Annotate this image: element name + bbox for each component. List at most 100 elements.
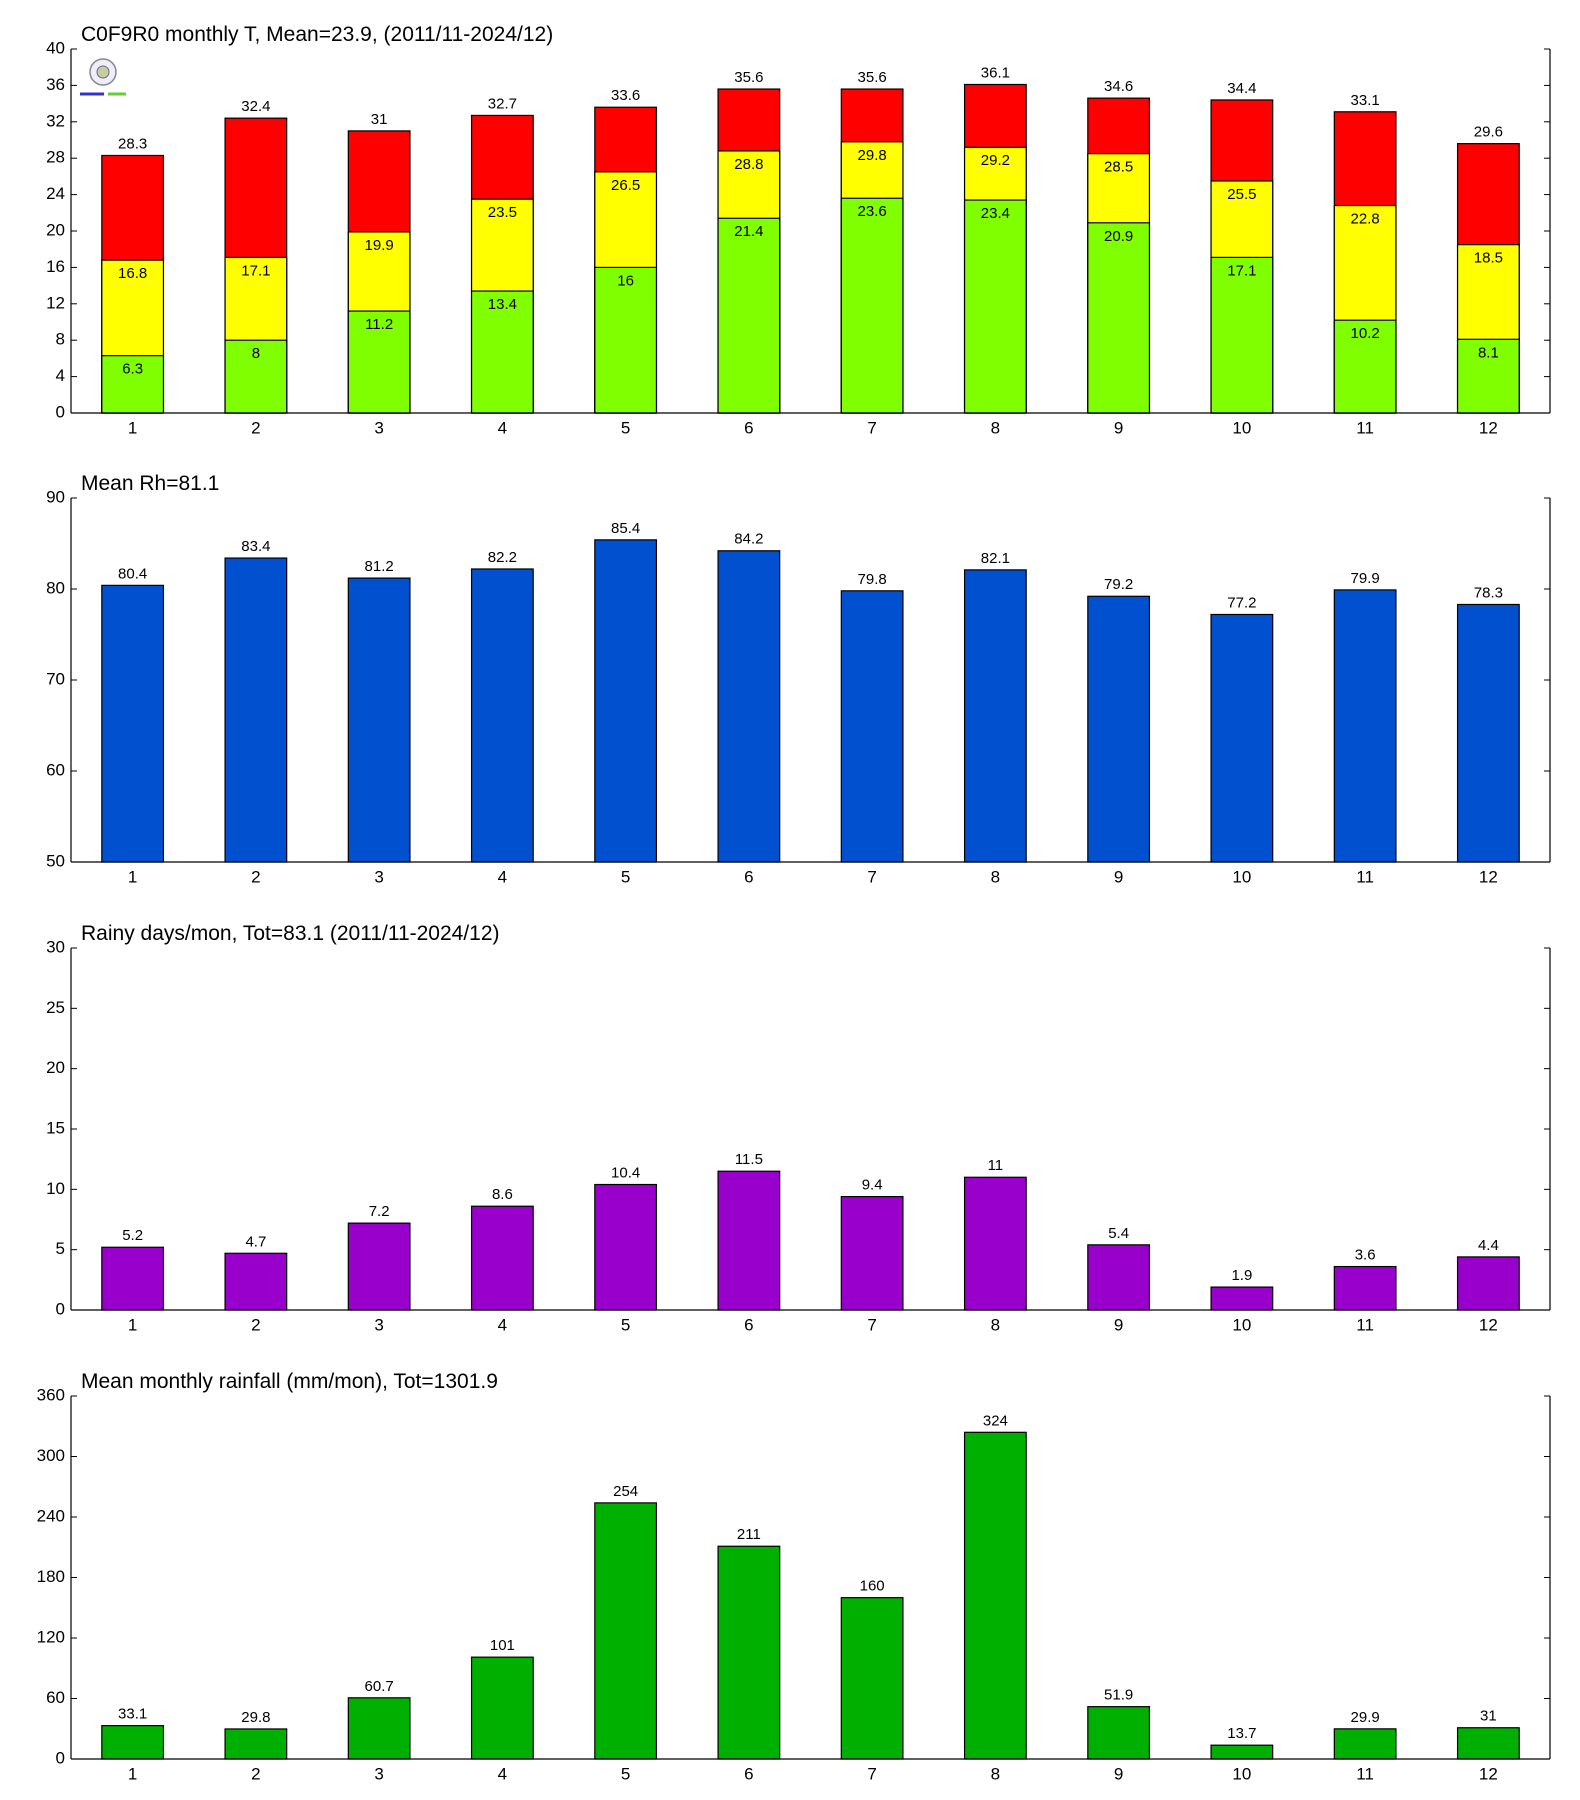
bar [840,1597,904,1760]
y-tick-label: 70 [46,669,65,688]
bar [1333,319,1397,414]
bar [1087,595,1151,863]
y-tick-label: 0 [56,402,65,421]
x-tick-label: 5 [621,1315,630,1334]
y-tick-label: 90 [46,487,65,506]
y-tick-label: 80 [46,578,65,597]
value-label: 19.9 [365,237,394,254]
value-label: 160 [860,1578,885,1595]
value-label: 78.3 [1474,584,1503,601]
value-label: 28.5 [1104,159,1133,176]
value-label: 1.9 [1231,1267,1252,1284]
bar [470,1205,534,1311]
value-label: 5.2 [122,1227,143,1244]
y-tick-label: 60 [46,1688,65,1707]
value-label: 20.9 [1104,228,1133,245]
bar [347,1222,411,1311]
value-label: 32.7 [488,95,517,112]
y-tick-label: 36 [46,75,65,94]
chart-title: Mean monthly rainfall (mm/mon), Tot=1301… [81,1370,498,1393]
y-tick-label: 30 [46,937,65,956]
x-tick-label: 9 [1114,1764,1123,1783]
value-label: 29.8 [858,147,887,164]
value-label: 254 [613,1483,638,1500]
x-tick-label: 2 [251,1315,260,1334]
value-label: 22.8 [1351,210,1380,227]
x-tick-label: 7 [867,1315,876,1334]
y-tick-label: 16 [46,257,65,276]
x-tick-label: 12 [1479,1764,1498,1783]
bar [594,1183,658,1311]
bar [963,199,1027,414]
x-tick-label: 9 [1114,867,1123,886]
chart-title: Rainy days/mon, Tot=83.1 (2011/11-2024/1… [81,922,500,945]
x-tick-label: 4 [498,418,507,437]
x-tick-label: 6 [744,418,753,437]
value-label: 10.4 [611,1164,640,1181]
value-label: 11.5 [735,1151,763,1168]
bar [347,1697,411,1760]
value-label: 23.6 [858,203,887,220]
x-tick-label: 1 [128,1315,137,1334]
x-tick-label: 3 [374,867,383,886]
value-label: 51.9 [1104,1687,1133,1704]
value-label: 79.2 [1104,576,1133,593]
x-tick-label: 8 [991,1764,1000,1783]
x-tick-label: 11 [1356,1315,1374,1334]
value-label: 79.8 [858,571,887,588]
y-tick-label: 180 [37,1567,65,1586]
value-label: 13.7 [1227,1725,1256,1742]
x-tick-label: 10 [1232,867,1251,886]
value-label: 34.4 [1227,80,1256,97]
value-label: 8 [252,345,260,362]
value-label: 16.8 [118,265,147,282]
x-tick-label: 3 [374,418,383,437]
value-label: 82.2 [488,549,517,566]
value-label: 25.5 [1227,186,1256,203]
value-label: 8.1 [1478,344,1499,361]
x-tick-label: 12 [1479,867,1498,886]
y-tick-label: 240 [37,1506,65,1525]
bar [840,590,904,863]
value-label: 21.4 [734,223,763,240]
y-tick-label: 120 [37,1627,65,1646]
y-tick-label: 0 [56,1748,65,1767]
x-tick-label: 8 [991,418,1000,437]
value-label: 85.4 [611,520,640,537]
x-tick-label: 9 [1114,1315,1123,1334]
value-label: 28.8 [734,156,763,173]
value-label: 83.4 [241,538,270,555]
x-tick-label: 10 [1232,1764,1251,1783]
bar [1333,1728,1397,1760]
bar [1456,338,1520,414]
bar [1210,256,1274,414]
x-tick-label: 4 [498,867,507,886]
value-label: 29.9 [1351,1709,1380,1726]
value-label: 101 [490,1637,515,1654]
value-label: 84.2 [734,531,763,548]
bar [1333,589,1397,863]
x-tick-label: 11 [1356,418,1374,437]
value-label: 6.3 [122,361,143,378]
value-label: 79.9 [1351,570,1380,587]
value-label: 31 [371,111,388,128]
value-label: 28.3 [118,135,147,152]
value-label: 29.2 [981,152,1010,169]
value-label: 5.4 [1108,1225,1129,1242]
y-tick-label: 20 [46,1058,65,1077]
value-label: 23.5 [488,204,517,221]
y-tick-label: 300 [37,1446,65,1465]
y-tick-label: 24 [46,184,65,203]
x-tick-label: 7 [867,867,876,886]
bar [717,1170,781,1311]
value-label: 7.2 [369,1203,390,1220]
x-tick-label: 5 [621,1764,630,1783]
bar [1087,1706,1151,1760]
value-label: 34.6 [1104,78,1133,95]
value-label: 11 [988,1157,1004,1174]
x-tick-label: 8 [991,1315,1000,1334]
x-tick-label: 11 [1356,867,1374,886]
x-tick-label: 5 [621,867,630,886]
bar [224,557,288,863]
